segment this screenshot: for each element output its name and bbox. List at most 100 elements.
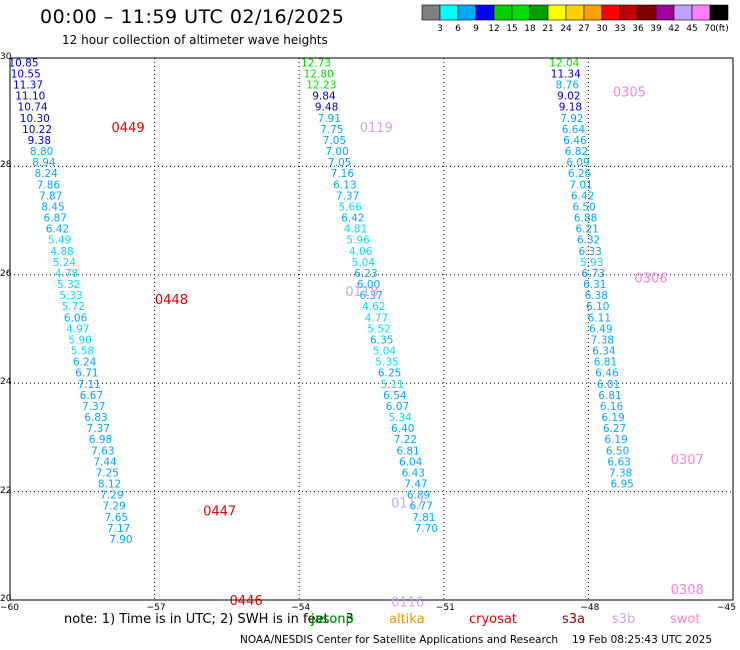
wave-height-value: 6.34 [592,346,616,358]
wave-height-value: 6.49 [589,323,612,335]
wave-height-value: 6.09 [566,157,589,169]
wave-height-value: 9.18 [559,102,582,114]
legend-label: 36 [632,24,644,34]
wave-height-value: 7.92 [560,113,583,125]
legend-label: (ft) [715,24,729,34]
wave-height-value: 7.05 [328,157,351,169]
x-axis-tick-label: −60 [0,603,19,613]
wave-height-value: 6.81 [598,390,621,402]
wave-height-value: 7.00 [325,146,348,158]
wave-height-value: 12.80 [304,68,334,80]
wave-height-value: 7.29 [100,490,123,502]
wave-height-value: 7.91 [318,113,341,125]
legend-label: 3 [437,24,443,34]
wave-height-value: 5.93 [580,257,603,269]
wave-height-value: 5.96 [346,235,370,247]
wave-height-value: 7.01 [569,179,592,191]
wave-height-value: 7.11 [77,379,100,391]
wave-height-value: 7.25 [96,467,119,479]
wave-height-value: 9.02 [557,91,580,103]
x-axis-tick-label: −45 [717,603,736,613]
wave-height-value: 6.06 [64,312,88,324]
wave-height-value: 12.04 [549,57,579,69]
wave-height-value: 7.38 [591,334,614,346]
wave-height-value: 7.37 [87,423,110,435]
chart-subtitle: 12 hour collection of altimeter wave hei… [62,33,328,47]
wave-height-value: 6.21 [575,224,598,236]
wave-height-value: 6.10 [586,301,609,313]
wave-height-value: 6.25 [378,368,401,380]
wave-height-value: 6.07 [386,401,409,413]
wave-height-value: 6.13 [333,179,356,191]
wave-height-value: 7.47 [404,479,427,491]
orbit-number-label: 0449 [112,121,145,136]
wave-height-value: 11.10 [15,91,45,103]
y-axis-tick-label: 24 [0,377,12,388]
x-axis-tick-label: −57 [146,603,166,613]
legend-label: 18 [524,24,536,34]
wave-height-value: 5.11 [381,379,404,391]
wave-height-value: 6.87 [44,213,67,225]
wave-height-value: 7.22 [394,434,417,446]
orbit-number-label: 0308 [671,583,704,598]
wave-height-value: 7.87 [39,190,62,202]
wave-height-value: 6.16 [600,401,624,413]
wave-height-value: 6.04 [399,456,423,468]
wave-height-value: 6.19 [601,412,624,424]
wave-height-value: 7.17 [107,523,130,535]
footer-note: note: 1) Time is in UTC; 2) SWH is in fe… [64,612,329,627]
wave-height-value: 6.24 [73,357,97,369]
wave-height-value: 7.37 [82,401,105,413]
wave-height-value: 4.97 [66,323,89,335]
wave-height-value: 11.37 [13,80,43,92]
wave-height-value: 8.24 [34,168,58,180]
legend-label: 6 [455,24,461,34]
x-axis-tick-label: −48 [580,603,600,613]
wave-height-value: 6.50 [606,445,629,457]
wave-height-value: 6.01 [597,379,620,391]
legend-label: 24 [560,24,572,34]
legend-label: 70 [704,24,716,34]
wave-height-value: 6.64 [562,124,586,136]
wave-height-value: 6.42 [341,213,364,225]
y-axis-tick-label: 26 [0,268,12,279]
wave-height-value: 6.40 [391,423,414,435]
chart-title: 00:00 – 11:59 UTC 02/16/2025 [40,6,345,28]
wave-height-value: 7.90 [109,534,132,546]
sat-label-swot: swot [670,612,701,627]
legend-label: 42 [668,24,679,34]
wave-height-value: 6.27 [603,423,626,435]
y-axis-tick-label: 30 [0,52,12,62]
wave-height-value: 6.31 [583,279,606,291]
legend-label: 27 [578,24,589,34]
legend-label: 39 [650,24,662,34]
wave-height-value: 12.73 [301,57,331,69]
wave-height-value: 5.33 [59,290,82,302]
wave-height-value: 5.32 [57,279,80,291]
wave-height-value: 7.05 [323,135,346,147]
wave-height-value: 5.58 [71,346,94,358]
wave-height-value: 6.88 [574,213,597,225]
orbit-number-label: 0116 [391,596,424,611]
wave-height-value: 4.88 [50,246,73,258]
wave-height-value: 5.35 [375,357,398,369]
wave-height-value: 4.78 [55,268,78,280]
wave-height-value: 10.74 [18,102,48,114]
wave-height-value: 8.12 [98,479,121,491]
wave-height-value: 6.35 [370,334,393,346]
legend-label: 33 [614,24,625,34]
x-axis-tick-label: −54 [291,603,311,613]
wave-height-value: 6.19 [604,434,627,446]
wave-height-value: 6.11 [588,312,611,324]
sat-label-altika: altika [389,612,425,627]
sat-label-s3b: s3b [612,612,636,627]
wave-height-value: 5.04 [373,346,397,358]
wave-height-value: 6.33 [578,246,601,258]
wave-height-value: 6.46 [563,135,587,147]
wave-height-value: 6.32 [577,235,600,247]
wave-height-value: 6.83 [84,412,107,424]
orbit-number-label: 0119 [360,121,393,136]
sat-label-jason3: jason3 [311,612,354,627]
orbit-number-label: 0307 [671,453,704,468]
wave-height-value: 9.84 [312,91,336,103]
